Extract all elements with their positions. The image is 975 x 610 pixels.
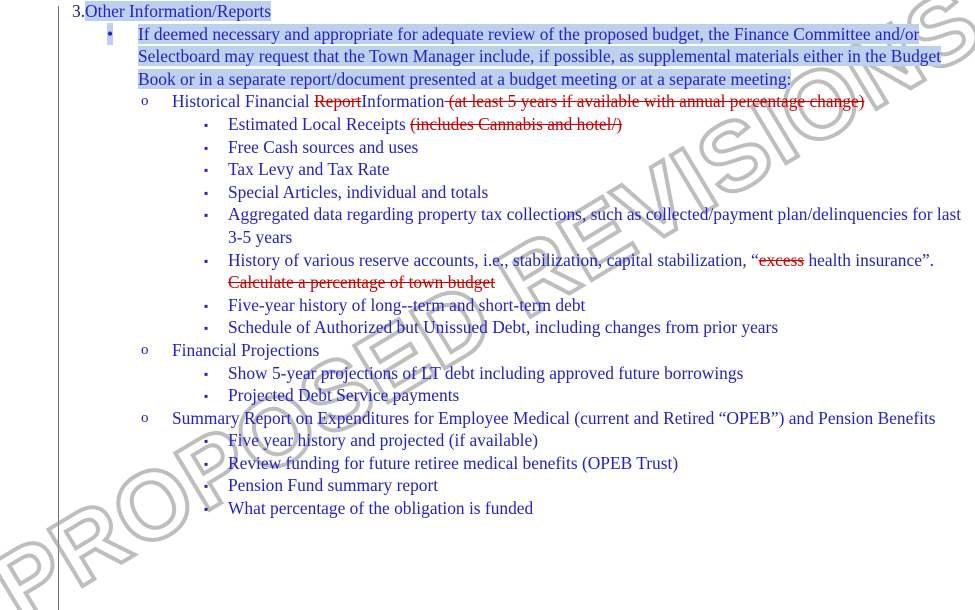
- section-historical-financial: o Historical Financial ReportInformation …: [0, 90, 975, 113]
- square-bullet-icon: ▪: [204, 479, 209, 494]
- square-bullet-icon: ▪: [204, 253, 209, 268]
- square-bullet-icon: ▪: [204, 208, 209, 223]
- deleted-run-excess: excess: [758, 249, 805, 270]
- square-bullet-icon: ▪: [204, 140, 209, 155]
- list-item: ▪ Free Cash sources and uses: [0, 136, 975, 159]
- square-bullet-icon: ▪: [204, 456, 209, 471]
- list-item: ▪ Pension Fund summary report: [0, 474, 975, 497]
- list-item-label: Pension Fund summary report: [228, 475, 439, 496]
- section-summary-report-expenditures: o Summary Report on Expenditures for Empl…: [0, 407, 975, 430]
- heading-number: 3.: [72, 1, 86, 21]
- section-financial-projections: o Financial Projections: [0, 339, 975, 362]
- intro-paragraph-text: If deemed necessary and appropriate for …: [138, 23, 942, 89]
- intro-paragraph: • If deemed necessary and appropriate for…: [0, 22, 975, 91]
- list-item-label: Five year history and projected (if avai…: [228, 430, 539, 451]
- deleted-run-cannabis-hotel: (includes Cannabis and hotel/): [410, 113, 623, 134]
- bullet-icon: o: [141, 93, 149, 110]
- list-item-label-continued: health insurance”.: [804, 249, 935, 270]
- list-item-label: What percentage of the obligation is fun…: [228, 498, 534, 519]
- list-item: ▪ What percentage of the obligation is fu…: [0, 497, 975, 520]
- track-changes-change-bar: [58, 6, 59, 610]
- deleted-run-calculate-percentage: Calculate a percentage of town budget: [228, 272, 496, 293]
- heading-title: Other Information/Reports: [85, 1, 271, 21]
- section-title: Summary Report on Expenditures for Emplo…: [172, 407, 936, 428]
- list-item-label: Show 5-year projections of LT debt inclu…: [228, 362, 744, 383]
- list-item-label: Five-year history of long--term and shor…: [228, 294, 586, 315]
- list-item-label: Aggregated data regarding property tax c…: [228, 204, 962, 247]
- square-bullet-icon: ▪: [204, 117, 209, 132]
- square-bullet-icon: ▪: [204, 502, 209, 517]
- list-item: ▪ Five-year history of long--term and sho…: [0, 294, 975, 317]
- list-item-label: Estimated Local Receipts: [228, 113, 411, 134]
- document-body: 3.Other Information/Reports • If deemed n…: [0, 0, 975, 520]
- list-item: ▪ Show 5-year projections of LT debt incl…: [0, 362, 975, 385]
- square-bullet-icon: ▪: [204, 185, 209, 200]
- list-item-label: History of various reserve accounts, i.e…: [228, 249, 759, 270]
- list-item-label: Free Cash sources and uses: [228, 136, 419, 157]
- heading-other-information-reports: 3.Other Information/Reports: [0, 0, 975, 23]
- section-title-kept: Historical Financial: [172, 91, 314, 112]
- section-title: Financial Projections: [172, 339, 320, 360]
- bullet-icon: o: [141, 409, 149, 426]
- list-item: ▪ Review funding for future retiree medic…: [0, 452, 975, 475]
- list-item: ▪ Five year history and projected (if ava…: [0, 429, 975, 452]
- list-item: ▪ Projected Debt Service payments: [0, 384, 975, 407]
- list-item: ▪ Special Articles, individual and totals: [0, 181, 975, 204]
- square-bullet-icon: ▪: [204, 163, 209, 178]
- square-bullet-icon: ▪: [204, 389, 209, 404]
- square-bullet-icon: ▪: [204, 321, 209, 336]
- list-item-label: Schedule of Authorized but Unissued Debt…: [228, 317, 779, 338]
- list-item-label: Special Articles, individual and totals: [228, 181, 489, 202]
- list-item-label: Review funding for future retiree medica…: [228, 452, 679, 473]
- list-item: ▪ Schedule of Authorized but Unissued Deb…: [0, 316, 975, 339]
- deleted-run-report: Report: [314, 91, 362, 112]
- square-bullet-icon: ▪: [204, 366, 209, 381]
- inserted-run-information: Information: [361, 91, 445, 112]
- bullet-icon: •: [107, 22, 114, 46]
- list-item: ▪ Estimated Local Receipts (includes Cann…: [0, 113, 975, 136]
- list-item-label: Tax Levy and Tax Rate: [228, 159, 390, 180]
- list-item-label: Projected Debt Service payments: [228, 385, 460, 406]
- deleted-run-annual-percentage: (at least 5 years if available with annu…: [444, 91, 865, 112]
- list-item: ▪ History of various reserve accounts, i.…: [0, 249, 975, 294]
- bullet-icon: o: [141, 341, 149, 358]
- square-bullet-icon: ▪: [204, 298, 209, 313]
- list-item: ▪ Tax Levy and Tax Rate: [0, 158, 975, 181]
- list-item: ▪ Aggregated data regarding property tax …: [0, 203, 975, 248]
- square-bullet-icon: ▪: [204, 434, 209, 449]
